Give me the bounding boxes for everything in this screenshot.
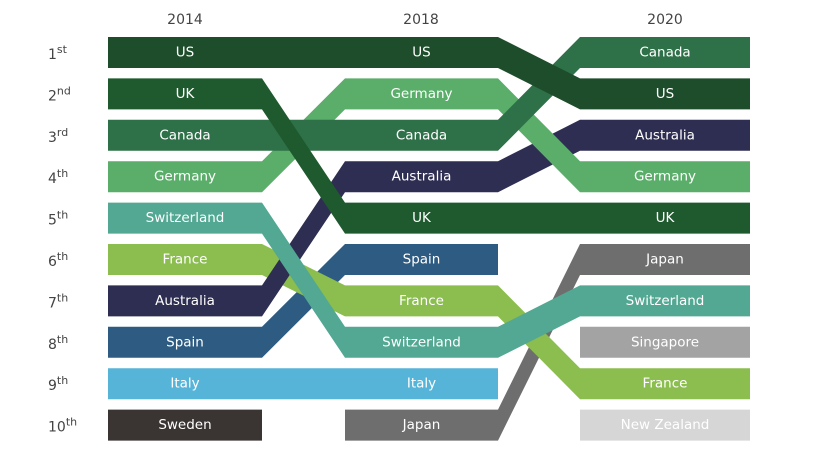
country-label: Australia bbox=[155, 293, 215, 309]
country-label: Switzerland bbox=[626, 293, 705, 309]
country-label: Switzerland bbox=[382, 334, 461, 350]
rank-label: 3rd bbox=[48, 126, 68, 146]
year-label: 2020 bbox=[647, 12, 683, 28]
band-sweden bbox=[108, 409, 262, 441]
rank-label: 4th bbox=[48, 167, 68, 187]
rank-labels: 1st 2nd 3rd 4th 5th 6th 7th 8th 9th 10th bbox=[48, 43, 77, 436]
country-label: Japan bbox=[402, 417, 441, 433]
band-singapore bbox=[580, 326, 750, 358]
rank-label: 2nd bbox=[48, 84, 71, 104]
country-label: Italy bbox=[407, 376, 436, 392]
country-label: Spain bbox=[166, 334, 204, 350]
band-switzerland bbox=[108, 202, 750, 358]
country-label: France bbox=[643, 376, 688, 392]
rank-label: 7th bbox=[48, 291, 68, 311]
country-label: New Zealand bbox=[621, 417, 710, 433]
country-label: Spain bbox=[403, 252, 441, 268]
band-spain bbox=[108, 244, 498, 358]
country-label: Canada bbox=[159, 127, 210, 143]
rank-label: 10th bbox=[48, 416, 77, 436]
country-label: Germany bbox=[634, 169, 696, 185]
country-label: UK bbox=[176, 86, 196, 102]
band-canada bbox=[108, 37, 750, 151]
year-label: 2018 bbox=[403, 12, 439, 28]
country-label: Switzerland bbox=[146, 210, 225, 226]
country-label: US bbox=[656, 86, 674, 102]
rank-label: 1st bbox=[48, 43, 68, 63]
country-label: Sweden bbox=[158, 417, 211, 433]
band-us bbox=[108, 37, 750, 110]
country-label: Japan bbox=[645, 252, 684, 268]
country-label: France bbox=[399, 293, 444, 309]
country-label: UK bbox=[412, 210, 432, 226]
country-label: Singapore bbox=[631, 334, 699, 350]
year-label: 2014 bbox=[167, 12, 203, 28]
band-germany bbox=[108, 78, 750, 193]
rank-label: 9th bbox=[48, 374, 68, 394]
country-label: France bbox=[163, 252, 208, 268]
bands bbox=[108, 37, 750, 441]
country-label: Italy bbox=[170, 376, 199, 392]
band-italy bbox=[108, 368, 498, 400]
country-label: Germany bbox=[390, 86, 452, 102]
band-australia bbox=[108, 119, 750, 317]
rank-label: 8th bbox=[48, 333, 68, 353]
country-label: Australia bbox=[392, 169, 452, 185]
band-new-zealand bbox=[580, 409, 750, 441]
band-uk bbox=[108, 78, 750, 234]
year-headers: 2014 2018 2020 bbox=[167, 12, 683, 28]
country-label: Australia bbox=[635, 127, 695, 143]
country-label: US bbox=[176, 45, 194, 61]
country-label: Germany bbox=[154, 169, 216, 185]
country-label: UK bbox=[656, 210, 676, 226]
band-japan bbox=[345, 244, 750, 441]
band-france bbox=[108, 244, 750, 400]
band-labels: Sweden Italy Italy Spain Spain Japan Japan Fran… bbox=[146, 45, 710, 434]
rank-label: 5th bbox=[48, 209, 68, 229]
country-label: Canada bbox=[639, 45, 690, 61]
country-label: US bbox=[412, 45, 430, 61]
country-label: Canada bbox=[396, 127, 447, 143]
rank-label: 6th bbox=[48, 250, 68, 270]
